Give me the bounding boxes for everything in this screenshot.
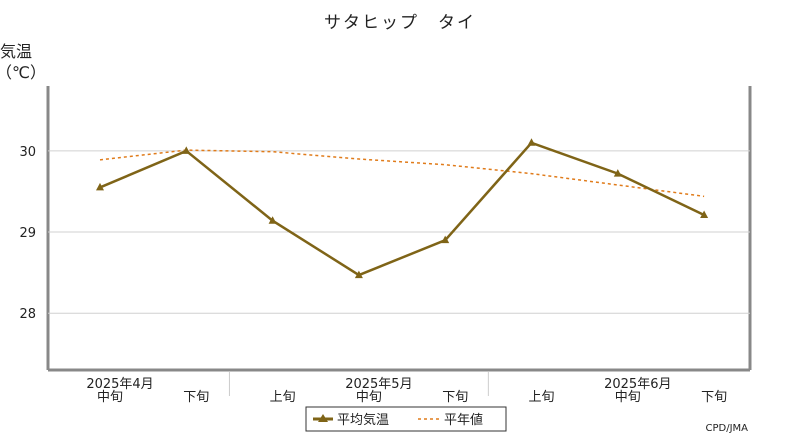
series-line-0 [99,141,705,277]
point-0-4 [441,235,450,244]
y-tick-labels: 28 29 30 [19,145,36,322]
x-tick-label-5: 上旬 [528,390,554,405]
x-tick-label-6: 中旬 [615,390,641,405]
point-0-3 [354,270,363,279]
x-tick-label-1: 下旬 [183,390,209,405]
x-month-label-1: 2025年5月 [345,377,412,392]
x-tick-labels: 中旬 下旬 上旬 中旬 下旬 上旬 中旬 下旬 2025年4月 2025年5月 2025年6月 [86,372,727,405]
point-0-7 [700,210,709,219]
y-tick-label-30: 30 [19,145,36,160]
point-0-0 [96,182,104,191]
legend: 平均気温 平年値 [305,406,507,432]
x-month-label-2: 2025年6月 [604,377,671,392]
point-0-6 [613,169,622,177]
chart-title: サタヒップ タイ [324,13,476,33]
x-month-label-0: 2025年4月 [86,377,153,392]
point-0-2 [268,216,277,224]
legend-label-normal: 平年値 [444,412,483,428]
x-tick-label-7: 下旬 [701,390,727,405]
point-0-1 [182,146,191,154]
x-tick-label-0: 中旬 [97,390,123,405]
series-layer [96,138,709,279]
x-tick-label-3: 中旬 [356,390,382,405]
x-tick-label-4: 下旬 [442,390,468,405]
y-axis-label-line1: 気温 [0,42,32,61]
legend-box [305,406,507,432]
x-tick-label-2: 上旬 [270,390,296,405]
credit: CPD/JMA [706,423,749,434]
y-tick-label-28: 28 [19,307,36,322]
grid-lines [48,150,750,314]
y-axis-label-line2: （℃） [0,63,46,82]
legend-label-average: 平均気温 [337,412,389,428]
y-tick-label-29: 29 [19,226,36,241]
legend-marker-average [318,414,328,422]
point-0-5 [527,138,536,146]
series-line-1 [99,149,705,198]
